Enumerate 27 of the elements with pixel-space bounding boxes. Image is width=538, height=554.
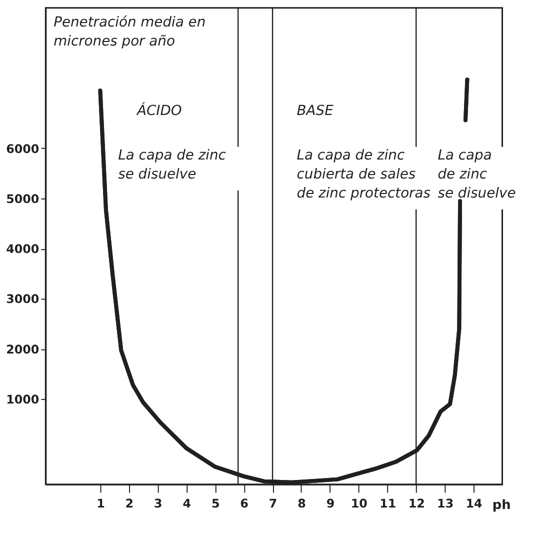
y-tick-label: 2000 xyxy=(6,342,40,356)
x-tick-label: 8 xyxy=(298,496,306,511)
annotation: La capa de zinc se disuelve xyxy=(118,148,226,183)
x-tick-label: 3 xyxy=(154,496,162,511)
x-tick-label: 10 xyxy=(350,496,368,511)
y-tick-label: 5000 xyxy=(6,192,40,206)
x-tick-label: 5 xyxy=(211,496,220,511)
x-axis-title: ph xyxy=(492,498,511,514)
annotation: La capa de zinc se disuelve xyxy=(438,148,516,202)
x-tick-label: 12 xyxy=(408,496,425,511)
y-tick-label: 3000 xyxy=(6,292,40,306)
x-tick-label: 14 xyxy=(466,496,482,511)
annotation: La capa de zinc cubierta de sales de zinc protectoras xyxy=(296,148,430,202)
x-tick-label: 6 xyxy=(240,496,248,511)
x-tick-label: 11 xyxy=(380,496,396,511)
x-tick-label: 4 xyxy=(182,496,192,511)
y-tick-label: 4000 xyxy=(6,242,40,256)
y-tick-label: 6000 xyxy=(6,142,40,156)
x-tick-label: 9 xyxy=(326,496,335,511)
annotation: ÁCIDO xyxy=(136,102,182,120)
x-tick-label: 2 xyxy=(125,496,134,511)
y-axis-title: Penetración media en micrones por año xyxy=(54,14,206,50)
x-tick-label: 1 xyxy=(96,496,105,511)
x-tick-label: 7 xyxy=(268,496,278,511)
x-tick-label: 13 xyxy=(437,496,454,511)
y-tick-label: 1000 xyxy=(6,392,40,407)
annotation: BASE xyxy=(296,103,334,120)
